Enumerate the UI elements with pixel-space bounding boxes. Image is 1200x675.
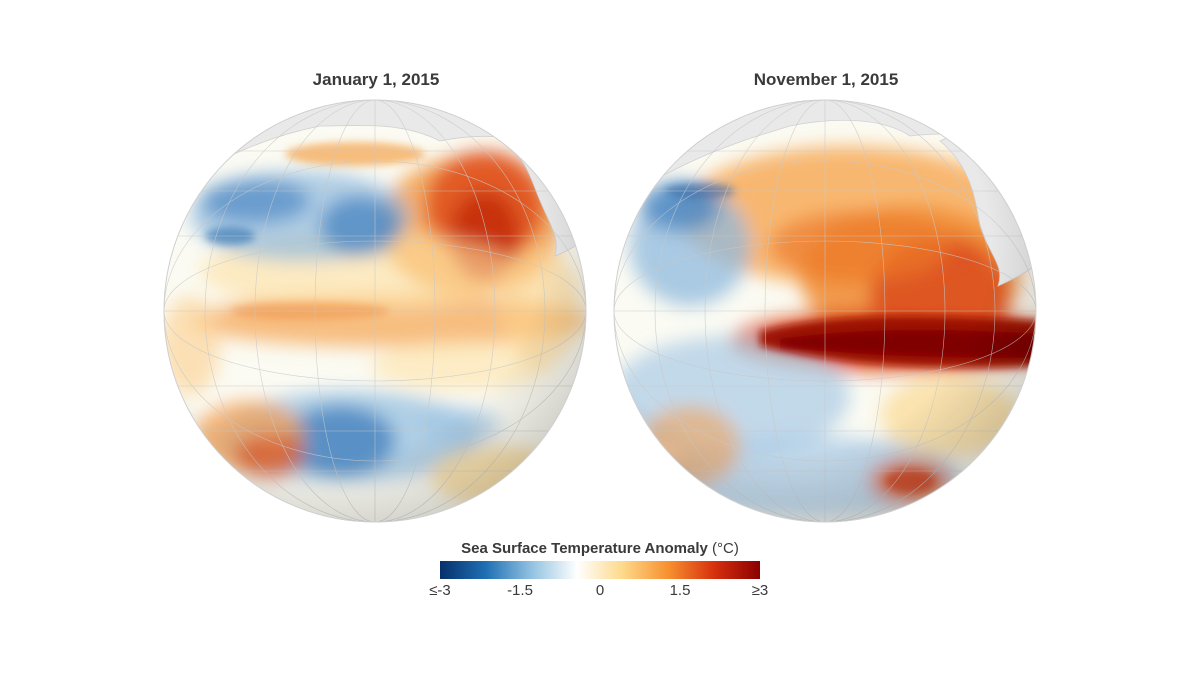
panel-title-november: November 1, 2015 xyxy=(753,70,899,89)
legend-tick-neg-1-5: -1.5 xyxy=(507,582,533,599)
globe-november-2015 xyxy=(613,99,1037,523)
color-scale-gradient xyxy=(440,561,760,579)
panel-title-january: January 1, 2015 xyxy=(312,70,440,89)
legend-title: Sea Surface Temperature Anomaly (°C) xyxy=(400,540,800,557)
legend-unit: (°C) xyxy=(712,540,739,557)
legend-tick-pos-1-5: 1.5 xyxy=(669,582,691,599)
legend-tick-zero: 0 xyxy=(595,582,605,599)
color-scale-bar xyxy=(440,561,760,579)
legend-title-text: Sea Surface Temperature Anomaly xyxy=(461,540,708,557)
legend-tick-min: ≤-3 xyxy=(429,582,451,599)
legend-tick-max: ≥3 xyxy=(751,582,769,599)
globe-january-2015 xyxy=(163,99,587,523)
